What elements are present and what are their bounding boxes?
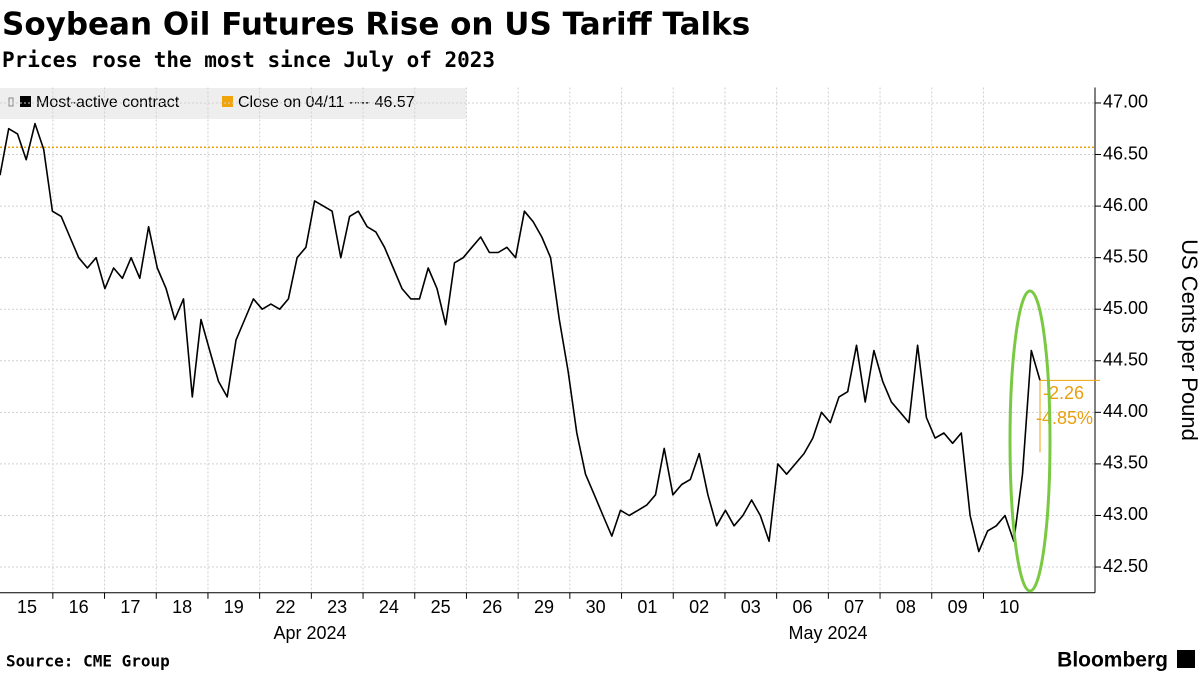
x-tick-label: 06 [792, 597, 812, 617]
x-tick-label: 17 [120, 597, 140, 617]
highlight-ellipse [1008, 289, 1052, 593]
brand-icon [1177, 650, 1195, 668]
month-label: May 2024 [788, 623, 867, 643]
y-tick-label: 44.00 [1103, 401, 1148, 421]
y-tick-label: 42.50 [1103, 556, 1148, 576]
x-tick-label: 07 [844, 597, 864, 617]
legend-icon [8, 97, 14, 107]
y-axis-label: US Cents per Pound [1177, 239, 1200, 441]
y-tick-label: 43.50 [1103, 453, 1148, 473]
x-tick-label: 01 [637, 597, 657, 617]
chart-title: Soybean Oil Futures Rise on US Tariff Ta… [2, 7, 750, 43]
x-tick-label: 23 [327, 597, 347, 617]
change-bracket [1039, 379, 1100, 453]
x-tick-label: 09 [948, 597, 968, 617]
chart-subtitle: Prices rose the most since July of 2023 [2, 48, 495, 72]
legend-label: Close on 04/11 ---- 46.57 [238, 94, 415, 111]
x-tick-label: 18 [172, 597, 192, 617]
x-tick-label: 22 [275, 597, 295, 617]
x-tick-label: 08 [896, 597, 916, 617]
price-line [0, 122, 1041, 553]
x-tick-label: 15 [17, 597, 37, 617]
x-tick-label: 24 [379, 597, 399, 617]
y-tick-label: 44.50 [1103, 350, 1148, 370]
y-tick-label: 43.00 [1103, 504, 1148, 524]
legend-swatch [20, 96, 31, 107]
x-tick-label: 02 [689, 597, 709, 617]
x-tick-label: 26 [482, 597, 502, 617]
y-tick-label: 45.50 [1103, 246, 1148, 266]
legend-label: Most-active contract [36, 94, 180, 111]
x-tick-label: 16 [69, 597, 89, 617]
annotation: -4.85% [1036, 408, 1093, 428]
x-tick-label: 30 [586, 597, 606, 617]
y-tick-label: 46.00 [1103, 195, 1148, 215]
x-tick-label: 10 [999, 597, 1019, 617]
month-label: Apr 2024 [273, 623, 346, 643]
y-tick-label: 46.50 [1103, 143, 1148, 163]
x-tick-label: 25 [431, 597, 451, 617]
annotation: -2.26 [1043, 383, 1084, 403]
x-tick-label: 29 [534, 597, 554, 617]
x-tick-label: 19 [224, 597, 244, 617]
source: Source: CME Group [6, 652, 170, 671]
y-tick-label: 47.00 [1103, 92, 1148, 112]
y-tick-label: 45.00 [1103, 298, 1148, 318]
brand: Bloomberg [1057, 649, 1168, 672]
x-tick-label: 03 [741, 597, 761, 617]
legend-swatch [222, 96, 233, 107]
